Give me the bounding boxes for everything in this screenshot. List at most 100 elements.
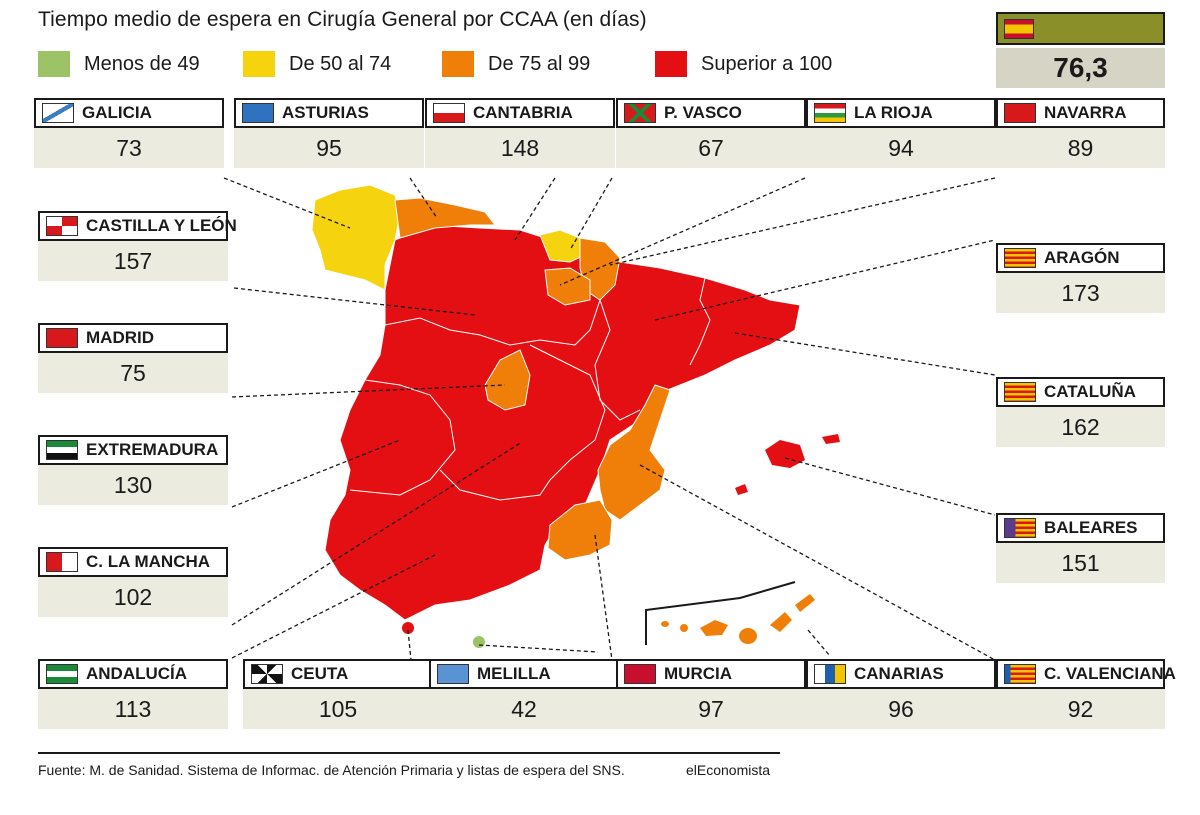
region-name: GALICIA: [82, 103, 152, 122]
card-header: ANDALUCÍA: [38, 659, 228, 689]
map-canarias-box: [645, 581, 796, 645]
card-header: ARAGÓN: [996, 243, 1165, 273]
map-border-castilla-leon: [384, 299, 601, 346]
card-header: GALICIA: [34, 98, 224, 128]
region-value: 173: [996, 273, 1165, 313]
region-value: 105: [243, 689, 433, 729]
card-murcia: MURCIA 97: [616, 659, 806, 729]
map-canarias-island: [795, 594, 815, 612]
region-name: ANDALUCÍA: [86, 664, 188, 683]
leader-asturias: [409, 177, 438, 219]
card-melilla: MELILLA 42: [429, 659, 619, 729]
leader-pvasco: [569, 177, 613, 251]
map-baleares-ibiza: [735, 484, 748, 495]
region-value: 92: [996, 689, 1165, 729]
card-canarias: CANARIAS 96: [806, 659, 996, 729]
region-value: 151: [996, 543, 1165, 583]
legend-swatch: [442, 51, 474, 77]
map-cvalenciana: [597, 384, 671, 521]
leader-canarias: [807, 629, 831, 657]
card-header: C. LA MANCHA: [38, 547, 228, 577]
asturias-flag-icon: [242, 103, 274, 123]
footer-divider: [38, 752, 780, 754]
leader-cataluna: [734, 332, 996, 376]
card-aragon: ARAGÓN 173: [996, 243, 1165, 313]
region-name: ASTURIAS: [282, 103, 369, 122]
region-value: 97: [616, 689, 806, 729]
card-pvasco: P. VASCO 67: [616, 98, 806, 168]
region-value: 89: [996, 128, 1165, 168]
legend-label: De 75 al 99: [488, 52, 591, 75]
card-cataluna: CATALUÑA 162: [996, 377, 1165, 447]
region-name: CATALUÑA: [1044, 382, 1136, 401]
card-galicia: GALICIA 73: [34, 98, 224, 168]
card-header: NAVARRA: [996, 98, 1165, 128]
card-header: CEUTA: [243, 659, 433, 689]
cataluna-flag-icon: [1004, 382, 1036, 402]
map-border-clamancha: [439, 344, 606, 501]
map-asturias: [394, 197, 497, 239]
region-value: 73: [34, 128, 224, 168]
legend-label: Menos de 49: [84, 52, 200, 75]
card-asturias: ASTURIAS 95: [234, 98, 424, 168]
legend: Menos de 49 De 50 al 74 De 75 al 99 Supe…: [38, 50, 858, 80]
cantabria-flag-icon: [433, 103, 465, 123]
map-madrid: [484, 349, 531, 411]
region-name: LA RIOJA: [854, 103, 933, 122]
legend-label: Superior a 100: [701, 52, 833, 75]
leader-cvalenciana: [639, 464, 996, 661]
card-header: CATALUÑA: [996, 377, 1165, 407]
leader-larioja: [559, 177, 806, 286]
region-name: BALEARES: [1044, 518, 1138, 537]
map-border-extremadura: [349, 379, 456, 496]
leader-madrid: [231, 384, 506, 398]
card-header: CANARIAS: [806, 659, 996, 689]
extremadura-flag-icon: [46, 440, 78, 460]
leader-andalucia: [231, 554, 436, 659]
card-header: CASTILLA Y LEÓN: [38, 211, 237, 241]
leader-melilla: [478, 644, 599, 653]
map-melilla-dot: [473, 636, 485, 648]
region-name: P. VASCO: [664, 103, 742, 122]
legend-item-high: De 75 al 99: [442, 50, 590, 78]
leader-baleares: [784, 457, 996, 516]
legend-item-very-high: Superior a 100: [655, 50, 832, 78]
castillayleon-flag-icon: [46, 216, 78, 236]
region-value: 42: [429, 689, 619, 729]
legend-swatch: [655, 51, 687, 77]
card-navarra: NAVARRA 89: [996, 98, 1165, 168]
region-value: 94: [806, 128, 996, 168]
leader-ceuta: [407, 629, 412, 661]
leader-lines: [223, 177, 996, 661]
region-value: 157: [38, 241, 228, 281]
map-border-cataluna: [689, 277, 711, 366]
region-name: CANTABRIA: [473, 103, 573, 122]
legend-swatch: [38, 51, 70, 77]
region-value: 113: [38, 689, 228, 729]
map-galicia: [311, 184, 401, 291]
map-baleares-mallorca: [765, 440, 805, 468]
region-name: C. LA MANCHA: [86, 552, 211, 571]
card-header: ASTURIAS: [234, 98, 424, 128]
map-canarias-island: [770, 612, 792, 632]
map-canarias-island: [700, 620, 728, 636]
region-name: MURCIA: [664, 664, 732, 683]
card-header: MURCIA: [616, 659, 806, 689]
card-header: P. VASCO: [616, 98, 806, 128]
aragon-flag-icon: [1004, 248, 1036, 268]
map-border-aragon: [594, 299, 641, 421]
region-name: MADRID: [86, 328, 154, 347]
map-canarias-island: [739, 628, 757, 644]
card-header: EXTREMADURA: [38, 435, 228, 465]
map-baleares-menorca: [822, 434, 840, 444]
map-canarias-island: [680, 624, 688, 632]
region-name: NAVARRA: [1044, 103, 1127, 122]
legend-label: De 50 al 74: [289, 52, 392, 75]
map-ceuta-dot: [402, 622, 414, 634]
baleares-flag-icon: [1004, 518, 1036, 538]
melilla-flag-icon: [437, 664, 469, 684]
leader-castillayleon: [233, 287, 476, 316]
brand-label: elEconomista: [686, 762, 771, 778]
legend-item-low: Menos de 49: [38, 50, 200, 78]
region-value: 75: [38, 353, 228, 393]
